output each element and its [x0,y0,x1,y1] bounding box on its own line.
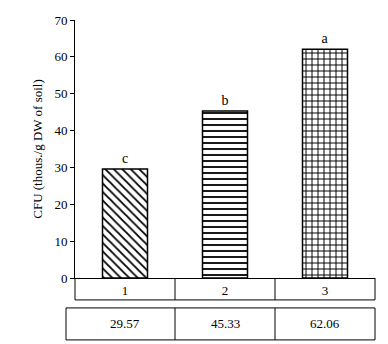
svg-text:a: a [322,31,329,46]
svg-text:50: 50 [54,86,67,101]
svg-text:70: 70 [54,13,67,28]
svg-text:1: 1 [122,283,129,298]
svg-text:40: 40 [54,123,67,138]
svg-text:62.06: 62.06 [310,316,340,331]
svg-text:b: b [222,93,229,108]
svg-text:0: 0 [61,271,68,286]
svg-text:3: 3 [322,283,329,298]
svg-text:20: 20 [54,197,67,212]
svg-text:CFU (thous./g DW of soil): CFU (thous./g DW of soil) [30,79,45,219]
svg-text:10: 10 [54,234,67,249]
svg-text:30: 30 [54,160,67,175]
svg-text:29.57: 29.57 [110,316,140,331]
svg-text:2: 2 [222,283,229,298]
svg-text:c: c [122,151,128,166]
svg-text:45.33: 45.33 [211,316,240,331]
svg-text:60: 60 [54,49,67,64]
